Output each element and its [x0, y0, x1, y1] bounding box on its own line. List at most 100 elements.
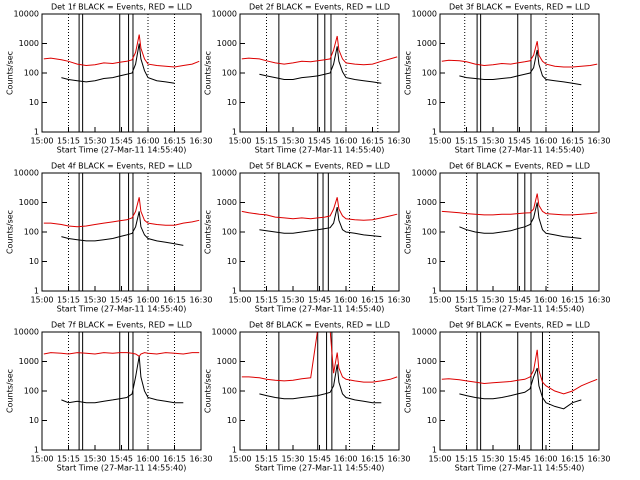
- data-line: [441, 193, 598, 216]
- y-tick-label: 100: [422, 69, 437, 78]
- x-tick-label: 16:15: [361, 455, 384, 464]
- y-tick-label: 10000: [412, 10, 437, 19]
- x-tick-label: 16:00: [334, 455, 357, 464]
- chart-title: Det 1f BLACK = Events, RED = LLD: [51, 3, 192, 12]
- y-tick-label: 10: [29, 257, 39, 266]
- x-tick-label: 16:15: [361, 296, 384, 305]
- data-line: [43, 352, 200, 357]
- y-tick-label: 10000: [212, 169, 237, 178]
- y-tick-label: 100: [24, 387, 39, 396]
- plot-area: [43, 14, 200, 132]
- y-tick-label: 10000: [212, 10, 237, 19]
- x-tick-label: 16:15: [561, 137, 584, 146]
- panel: Det 1f BLACK = Events, RED = LLD Start Ti…: [6, 3, 213, 155]
- data-line: [459, 202, 582, 239]
- x-axis-label: Start Time (27-Mar-11 14:55:40): [455, 305, 585, 314]
- plot-area: [441, 173, 598, 291]
- y-tick-label: 1000: [19, 39, 39, 48]
- y-tick-label: 1000: [217, 357, 237, 366]
- y-tick-label: 10: [29, 98, 39, 107]
- x-tick-label: 15:45: [308, 455, 331, 464]
- plot-area: [241, 332, 398, 450]
- x-tick-label: 15:00: [428, 296, 451, 305]
- data-line: [61, 356, 184, 404]
- x-tick-label: 15:15: [57, 296, 80, 305]
- y-tick-label: 1000: [417, 198, 437, 207]
- x-tick-label: 15:30: [481, 455, 504, 464]
- x-tick-label: 15:45: [110, 455, 133, 464]
- data-line: [259, 206, 382, 238]
- data-line: [441, 349, 598, 395]
- y-tick-label: 10: [227, 98, 237, 107]
- x-tick-label: 16:00: [136, 137, 159, 146]
- plot-frame: [239, 172, 400, 292]
- y-tick-label: 100: [222, 387, 237, 396]
- x-tick-label: 16:00: [534, 296, 557, 305]
- y-tick-label: 1: [34, 128, 39, 137]
- x-tick-label: 15:30: [83, 296, 106, 305]
- x-tick-label: 16:30: [189, 296, 212, 305]
- panel: Det 4f BLACK = Events, RED = LLD Start Ti…: [6, 162, 213, 314]
- x-tick-label: 16:30: [387, 296, 410, 305]
- data-line: [43, 197, 200, 228]
- y-tick-label: 100: [24, 228, 39, 237]
- y-axis-label: Counts/sec: [6, 369, 15, 413]
- plot-frame: [439, 13, 600, 133]
- x-tick-label: 16:00: [534, 137, 557, 146]
- x-tick-label: 15:45: [508, 137, 531, 146]
- panel: Det 2f BLACK = Events, RED = LLD Start Ti…: [204, 3, 411, 155]
- y-tick-label: 10: [227, 257, 237, 266]
- panel: Det 8f BLACK = Events, RED = LLD Start Ti…: [204, 321, 411, 473]
- x-tick-label: 16:30: [189, 455, 212, 464]
- chart-title: Det 8f BLACK = Events, RED = LLD: [249, 321, 390, 330]
- y-axis-label: Counts/sec: [404, 369, 413, 413]
- x-tick-label: 15:30: [481, 137, 504, 146]
- y-tick-label: 100: [24, 69, 39, 78]
- chart-title: Det 4f BLACK = Events, RED = LLD: [51, 162, 192, 171]
- y-tick-label: 10: [227, 416, 237, 425]
- panel: Det 6f BLACK = Events, RED = LLD Start Ti…: [404, 162, 611, 314]
- y-tick-label: 10000: [412, 328, 437, 337]
- x-tick-label: 15:00: [228, 296, 251, 305]
- x-tick-label: 15:15: [455, 296, 478, 305]
- y-tick-label: 10: [427, 98, 437, 107]
- x-axis-label: Start Time (27-Mar-11 14:55:40): [255, 146, 385, 155]
- y-tick-label: 100: [222, 69, 237, 78]
- chart-title: Det 9f BLACK = Events, RED = LLD: [449, 321, 590, 330]
- x-tick-label: 16:30: [387, 455, 410, 464]
- plot-frame: [41, 13, 202, 133]
- x-axis-label: Start Time (27-Mar-11 14:55:40): [455, 464, 585, 473]
- plot-frame: [439, 172, 600, 292]
- x-tick-label: 16:15: [361, 137, 384, 146]
- x-tick-label: 16:15: [163, 137, 186, 146]
- x-tick-label: 16:00: [136, 455, 159, 464]
- data-line: [61, 211, 184, 246]
- x-tick-label: 15:15: [455, 137, 478, 146]
- data-line: [61, 43, 175, 84]
- plot-area: [43, 332, 200, 450]
- data-line: [241, 197, 398, 221]
- x-tick-label: 15:15: [455, 455, 478, 464]
- x-tick-label: 16:00: [534, 455, 557, 464]
- x-tick-label: 16:15: [163, 455, 186, 464]
- y-axis-label: Counts/sec: [6, 51, 15, 95]
- x-tick-label: 16:00: [136, 296, 159, 305]
- x-axis-label: Start Time (27-Mar-11 14:55:40): [57, 464, 187, 473]
- x-tick-label: 16:15: [561, 455, 584, 464]
- y-tick-label: 1: [232, 128, 237, 137]
- y-tick-label: 100: [422, 387, 437, 396]
- panel: Det 9f BLACK = Events, RED = LLD Start Ti…: [404, 321, 611, 473]
- y-tick-label: 10000: [412, 169, 437, 178]
- y-tick-label: 1: [432, 446, 437, 455]
- y-tick-label: 10: [427, 416, 437, 425]
- x-tick-label: 15:00: [228, 455, 251, 464]
- data-line: [441, 41, 598, 68]
- plot-frame: [41, 172, 202, 292]
- y-tick-label: 10000: [14, 10, 39, 19]
- y-tick-label: 1: [232, 287, 237, 296]
- x-tick-label: 16:30: [587, 296, 610, 305]
- data-line: [259, 364, 382, 404]
- y-tick-label: 10000: [14, 328, 39, 337]
